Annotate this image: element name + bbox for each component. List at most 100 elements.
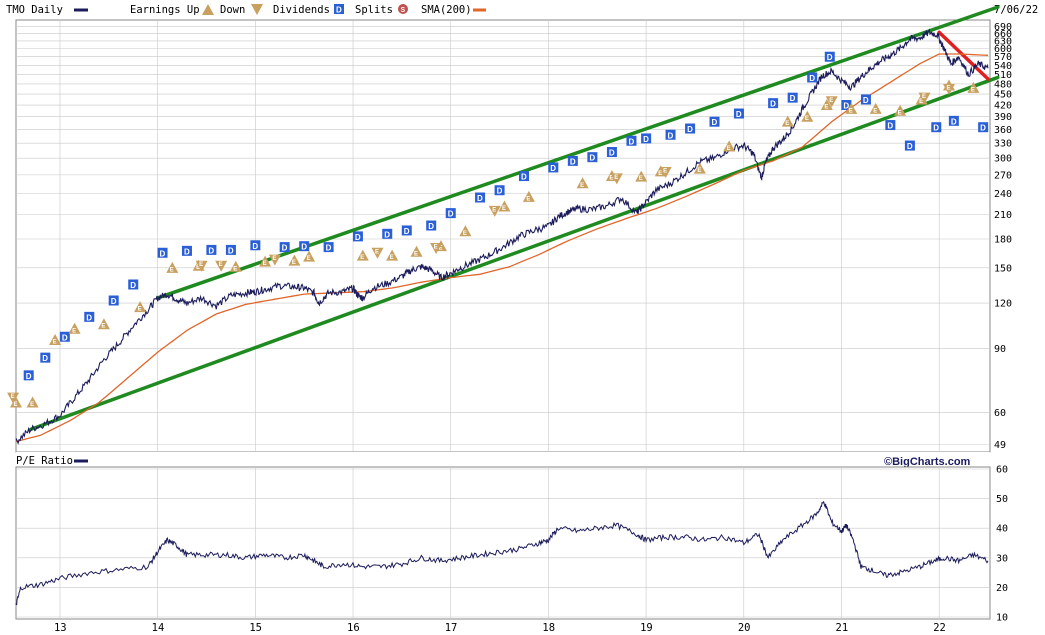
dividend-marker-box bbox=[548, 162, 559, 173]
earnings-up-marker: E bbox=[522, 190, 535, 202]
earnings-down-marker: E bbox=[430, 243, 443, 255]
earnings-up-marker-letter: E bbox=[53, 340, 57, 346]
price-y-tick-label: 450 bbox=[994, 90, 1012, 101]
price-y-tick-label: 600 bbox=[994, 44, 1012, 55]
earnings-up-marker-letter: E bbox=[639, 176, 643, 182]
dividend-marker-box bbox=[250, 240, 261, 251]
earnings-up-marker: E bbox=[845, 102, 858, 114]
dividend-marker-letter: D bbox=[951, 117, 957, 126]
x-tick-label: 14 bbox=[152, 622, 165, 634]
earnings-up-marker-shape bbox=[869, 102, 882, 114]
earnings-down-marker-letter: E bbox=[199, 262, 203, 268]
dividend-marker-letter: D bbox=[809, 74, 815, 83]
earnings-down-marker-letter: E bbox=[829, 98, 833, 104]
dividends-label: Dividends bbox=[273, 4, 330, 16]
dividend-marker-box bbox=[787, 92, 798, 103]
dividend-marker: D bbox=[475, 192, 486, 203]
brand-label: ©BigCharts.com bbox=[884, 456, 971, 468]
dividend-marker: D bbox=[904, 140, 915, 151]
dividend-marker: D bbox=[548, 162, 559, 173]
price-y-tick-label: 540 bbox=[994, 61, 1012, 72]
earnings-up-marker: E bbox=[166, 261, 179, 273]
earnings-down-marker-shape bbox=[195, 260, 208, 272]
dividend-marker: D bbox=[23, 370, 34, 381]
pe-y-tick-label: 60 bbox=[996, 465, 1008, 476]
upper-channel-line bbox=[155, 5, 1000, 300]
dividend-marker: D bbox=[494, 185, 505, 196]
dividend-marker: D bbox=[225, 244, 236, 255]
earnings-up-marker-shape bbox=[10, 396, 22, 408]
earnings-up-marker-letter: E bbox=[360, 255, 364, 261]
dividend-marker: D bbox=[807, 72, 818, 83]
earnings-up-marker-shape bbox=[134, 301, 147, 313]
earnings-down-marker: E bbox=[488, 205, 501, 217]
price-y-tick-label: 360 bbox=[994, 125, 1012, 136]
dividend-marker-box bbox=[709, 116, 720, 127]
earnings-up-marker-shape bbox=[459, 225, 472, 237]
dividend-marker-box bbox=[128, 279, 139, 290]
dividend-marker: D bbox=[40, 352, 51, 363]
dividend-marker-letter: D bbox=[111, 297, 117, 306]
earnings-down-marker-shape bbox=[7, 392, 20, 404]
price-y-axis: 4960901201501802102402703003303603904204… bbox=[994, 22, 1012, 451]
dividend-marker-box bbox=[299, 241, 310, 252]
dividend-marker-letter: D bbox=[628, 137, 634, 146]
earnings-down-marker-letter: E bbox=[219, 262, 223, 268]
pe-y-tick-label: 30 bbox=[996, 553, 1008, 564]
dividend-marker-letter: D bbox=[301, 243, 307, 252]
earnings-up-marker-shape bbox=[26, 396, 39, 408]
dividend-marker: D bbox=[665, 129, 676, 140]
pe-y-tick-label: 20 bbox=[996, 583, 1008, 594]
earnings-up-marker-letter: E bbox=[727, 146, 731, 152]
earnings-up-marker-letter: E bbox=[170, 267, 174, 273]
earnings-up-marker-letter: E bbox=[824, 105, 828, 111]
down-label: Down bbox=[220, 4, 245, 16]
x-tick-label: 20 bbox=[738, 622, 751, 634]
dividend-marker: D bbox=[567, 155, 578, 166]
earnings-up-marker: E bbox=[869, 102, 882, 114]
dividend-marker-letter: D bbox=[589, 154, 595, 163]
dividend-marker: D bbox=[206, 244, 217, 255]
earnings-down-marker-shape bbox=[659, 166, 672, 178]
dividend-marker: D bbox=[885, 120, 896, 131]
earnings-up-marker-letter: E bbox=[609, 176, 613, 182]
earnings-up-marker-shape bbox=[288, 254, 301, 266]
dividend-marker-box bbox=[279, 242, 290, 253]
dividend-marker-letter: D bbox=[887, 122, 893, 131]
dividend-marker-letter: D bbox=[355, 233, 361, 242]
dividend-marker-box bbox=[59, 331, 70, 342]
x-tick-label: 15 bbox=[249, 622, 262, 634]
earnings-up-marker-letter: E bbox=[14, 402, 18, 408]
dividend-marker-box bbox=[904, 140, 915, 151]
dividend-marker-letter: D bbox=[980, 124, 986, 133]
earnings-up-marker: E bbox=[229, 260, 242, 272]
dividend-marker: D bbox=[948, 115, 959, 126]
price-y-tick-label: 630 bbox=[994, 36, 1012, 47]
pe-y-tick-label: 50 bbox=[996, 494, 1008, 505]
dividend-marker-letter: D bbox=[62, 333, 68, 342]
earnings-up-marker-shape bbox=[894, 104, 907, 116]
earnings-up-marker: E bbox=[26, 396, 39, 408]
earnings-down-marker: E bbox=[942, 83, 955, 95]
x-tick-label: 21 bbox=[836, 622, 849, 634]
price-y-tick-label: 300 bbox=[994, 154, 1012, 165]
split-icon: S bbox=[398, 4, 408, 14]
dividend-marker-box bbox=[626, 135, 637, 146]
dividend-icon: D bbox=[334, 4, 344, 15]
earnings-up-marker: E bbox=[459, 225, 472, 237]
dividend-marker-letter: D bbox=[827, 53, 833, 62]
earnings-down-marker-shape bbox=[825, 96, 838, 108]
dividend-marker: D bbox=[426, 220, 437, 231]
dividend-marker-letter: D bbox=[428, 222, 434, 231]
svg-text:S: S bbox=[401, 7, 406, 14]
earnings-up-marker: E bbox=[894, 104, 907, 116]
dividend-marker-letter: D bbox=[477, 194, 483, 203]
earnings-up-marker: E bbox=[781, 115, 794, 127]
sma-label: SMA(200) bbox=[421, 4, 472, 16]
price-y-tick-label: 180 bbox=[994, 234, 1012, 245]
earnings-down-marker: E bbox=[7, 392, 20, 404]
dividend-marker: D bbox=[519, 171, 530, 182]
dividend-marker: D bbox=[279, 242, 290, 253]
earnings-up-marker-shape bbox=[693, 162, 706, 174]
